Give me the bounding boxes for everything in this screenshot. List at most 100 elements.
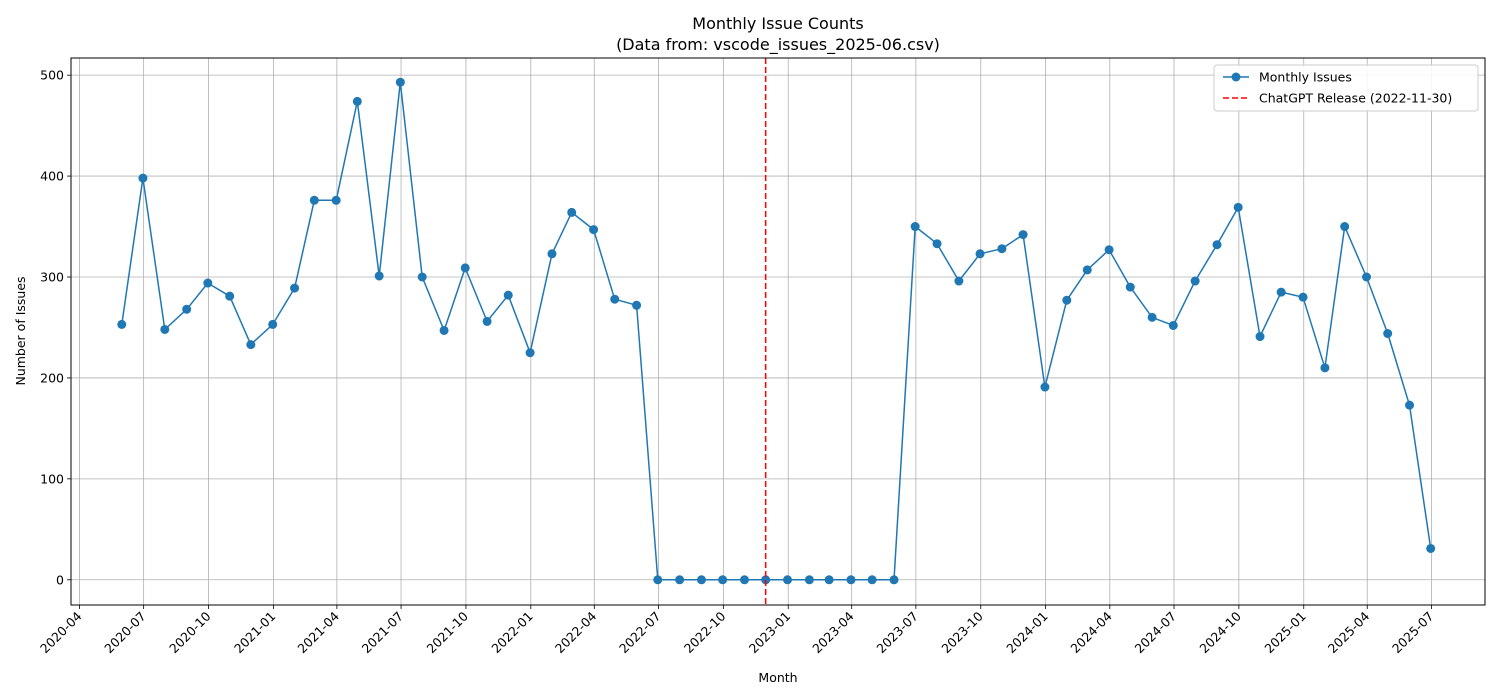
chart-subtitle: (Data from: vscode_issues_2025-06.csv) [616,35,940,55]
data-point [653,575,663,585]
x-tick-label: 2025-07 [1389,609,1437,657]
data-point [1125,282,1135,292]
data-point [460,263,470,273]
data-point [783,575,793,585]
data-point [1018,230,1028,240]
y-tick-label: 500 [40,68,64,83]
x-tick-label: 2024-01 [1003,609,1051,657]
data-point [1276,287,1286,297]
data-point [439,325,449,335]
grid [71,58,1485,605]
x-tick-label: 2023-07 [873,609,921,657]
data-point [567,207,577,217]
data-point [503,290,513,300]
chart-title: Monthly Issue Counts [692,14,863,33]
data-point [932,239,942,249]
data-point [1340,222,1350,232]
data-point [610,294,620,304]
y-tick-label: 0 [56,572,64,587]
data-point [547,249,557,259]
x-tick-label: 2024-10 [1196,608,1244,656]
y-axis-label: Number of Issues [13,276,28,385]
x-tick-label: 2020-10 [166,608,214,656]
data-point [846,575,856,585]
data-point [352,96,362,106]
x-tick-label: 2022-04 [552,608,600,656]
data-point [203,278,213,288]
data-point [589,225,599,235]
x-tick-label: 2025-01 [1261,609,1309,657]
x-tick-label: 2020-04 [37,608,85,656]
data-point [761,575,771,585]
data-point [246,340,256,350]
x-axis-label: Month [758,670,797,685]
data-point [632,300,642,310]
data-point [1233,202,1243,212]
x-tick-label: 2021-07 [359,609,407,657]
data-point [1190,276,1200,286]
data-point [954,276,964,286]
data-point [1147,312,1157,322]
data-point [1168,320,1178,330]
data-point [1383,329,1393,339]
data-point [910,222,920,232]
data-point [696,575,706,585]
y-tick-label: 300 [40,270,64,285]
data-point [824,575,834,585]
data-point [1405,400,1415,410]
data-point [117,319,127,329]
x-tick-label: 2020-07 [101,609,149,657]
x-tick-label: 2022-01 [488,609,536,657]
data-point [225,291,235,301]
data-point [309,195,319,205]
data-point [395,77,405,87]
legend-label-monthly-issues: Monthly Issues [1259,70,1352,85]
y-tick-label: 400 [40,169,64,184]
x-tick-label: 2021-01 [231,609,279,657]
data-point [718,575,728,585]
x-tick-label: 2022-07 [616,609,664,657]
legend-box [1213,64,1479,112]
data-point [1320,363,1330,373]
data-point [1426,543,1436,553]
x-tick-label: 2024-04 [1067,608,1115,656]
data-point [1104,245,1114,255]
x-tick-label: 2022-10 [681,608,729,656]
data-point [867,575,877,585]
legend-marker-monthly-issues [1231,72,1241,82]
data-point [482,316,492,326]
data-point [374,271,384,281]
x-tick-label: 2023-01 [746,609,794,657]
data-point [1082,265,1092,275]
x-tick-label: 2024-07 [1132,609,1180,657]
ticks: 2020-04 2020-07 2020-10 2021-01 2021-04 2021-… [37,68,1436,656]
x-tick-label: 2025-04 [1325,608,1373,656]
data-point [1040,382,1050,392]
data-point [290,283,300,293]
data-point [675,575,685,585]
data-point [1062,295,1072,305]
series-line-monthly-issues [121,81,1432,581]
data-point [160,324,170,334]
data-point [268,319,278,329]
x-tick-label: 2023-04 [809,608,857,656]
data-point [1212,240,1222,250]
data-point [1362,272,1372,282]
data-point [740,575,750,585]
data-point [889,575,899,585]
x-tick-label: 2023-10 [938,608,986,656]
data-point [182,304,192,314]
data-point [1298,292,1308,302]
series-layer [117,58,1436,605]
x-tick-label: 2021-04 [294,608,342,656]
data-point [331,195,341,205]
data-point [417,272,427,282]
data-point [138,173,148,183]
y-tick-label: 200 [40,370,64,385]
x-tick-label: 2021-10 [424,608,472,656]
data-point [975,249,985,259]
y-tick-label: 100 [40,471,64,486]
data-point [804,575,814,585]
data-point [997,244,1007,254]
